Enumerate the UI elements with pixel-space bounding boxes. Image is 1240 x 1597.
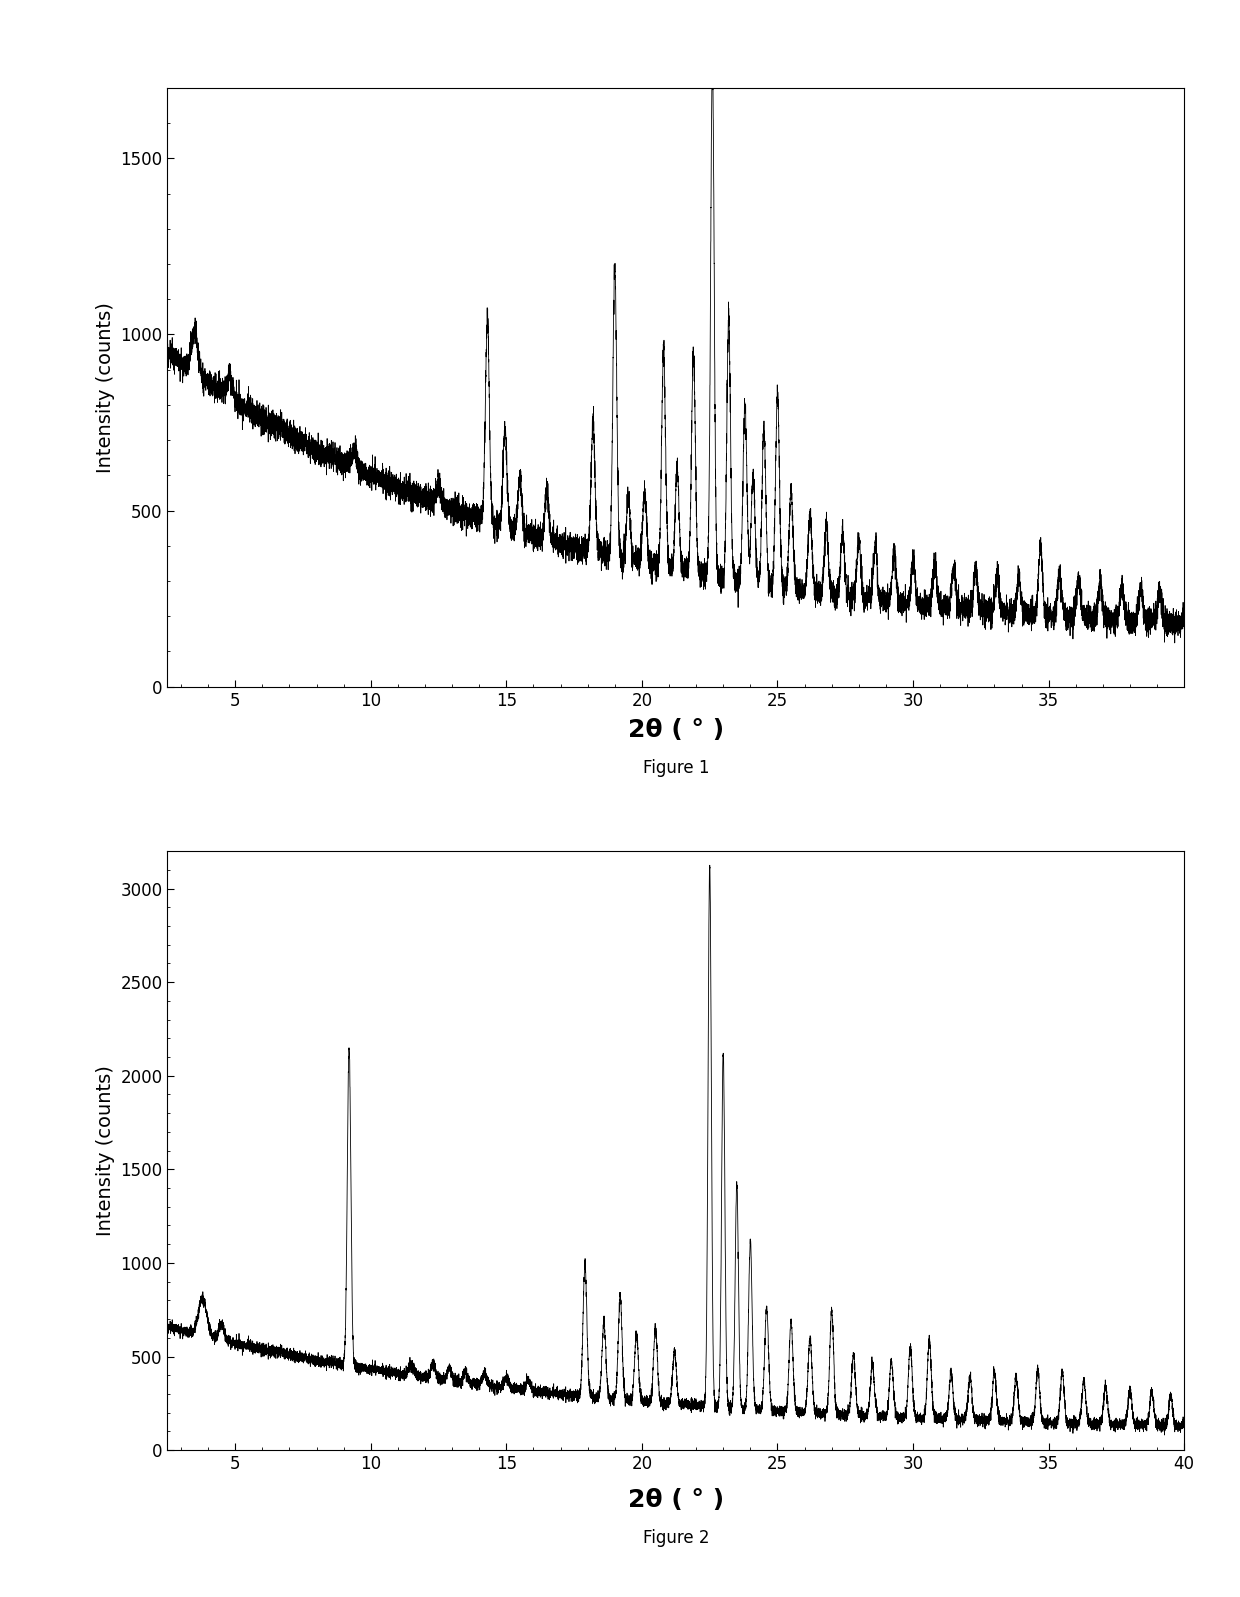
Text: Figure 1: Figure 1 — [642, 759, 709, 778]
Text: 2θ ( ° ): 2θ ( ° ) — [627, 1487, 724, 1512]
Text: Figure 2: Figure 2 — [642, 1528, 709, 1547]
Y-axis label: Intensity (counts): Intensity (counts) — [95, 1065, 115, 1236]
Text: 2θ ( ° ): 2θ ( ° ) — [627, 717, 724, 743]
Y-axis label: Intensity (counts): Intensity (counts) — [95, 302, 115, 473]
